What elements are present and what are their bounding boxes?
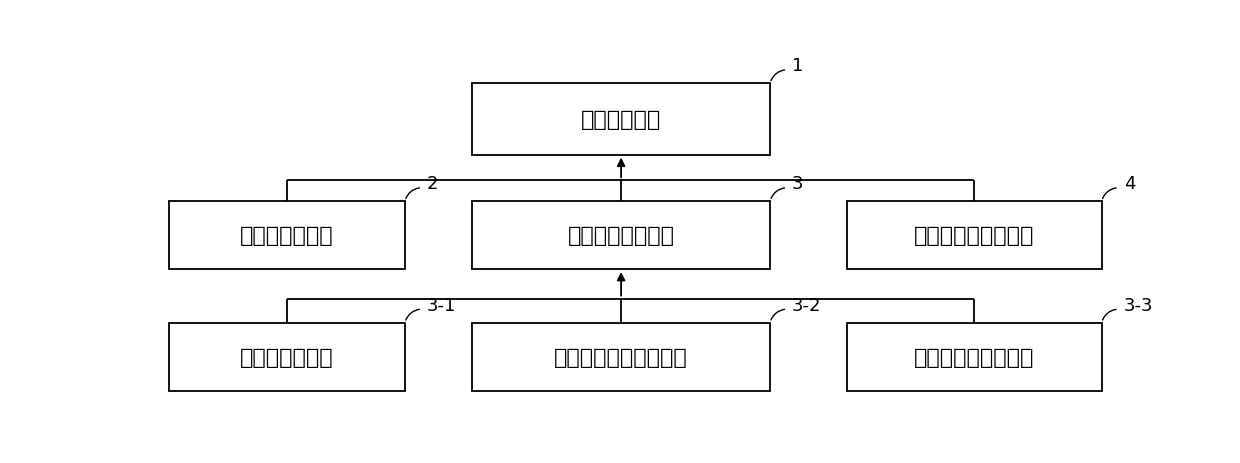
- Bar: [472, 323, 770, 391]
- Bar: [472, 202, 770, 269]
- Bar: [847, 323, 1101, 391]
- Bar: [472, 84, 770, 156]
- Text: 生命体征监测模块: 生命体征监测模块: [568, 225, 675, 245]
- Text: 眼内压测量模块: 眼内压测量模块: [241, 225, 334, 245]
- Text: 信息整合模块: 信息整合模块: [582, 110, 661, 130]
- Text: 3-3: 3-3: [1123, 296, 1153, 314]
- Text: 腰大池压力监测模块: 腰大池压力监测模块: [914, 225, 1034, 245]
- Text: 有创动脉压力监测单元: 有创动脉压力监测单元: [554, 347, 688, 367]
- Text: 心电图监测单元: 心电图监测单元: [241, 347, 334, 367]
- Text: 3-2: 3-2: [792, 296, 822, 314]
- Text: 4: 4: [1123, 175, 1135, 193]
- Text: 双频脑电图监测单元: 双频脑电图监测单元: [914, 347, 1034, 367]
- Bar: [170, 202, 404, 269]
- Text: 3: 3: [792, 175, 804, 193]
- Text: 2: 2: [427, 175, 439, 193]
- Bar: [847, 202, 1101, 269]
- Text: 3-1: 3-1: [427, 296, 456, 314]
- Text: 1: 1: [792, 57, 804, 75]
- Bar: [170, 323, 404, 391]
